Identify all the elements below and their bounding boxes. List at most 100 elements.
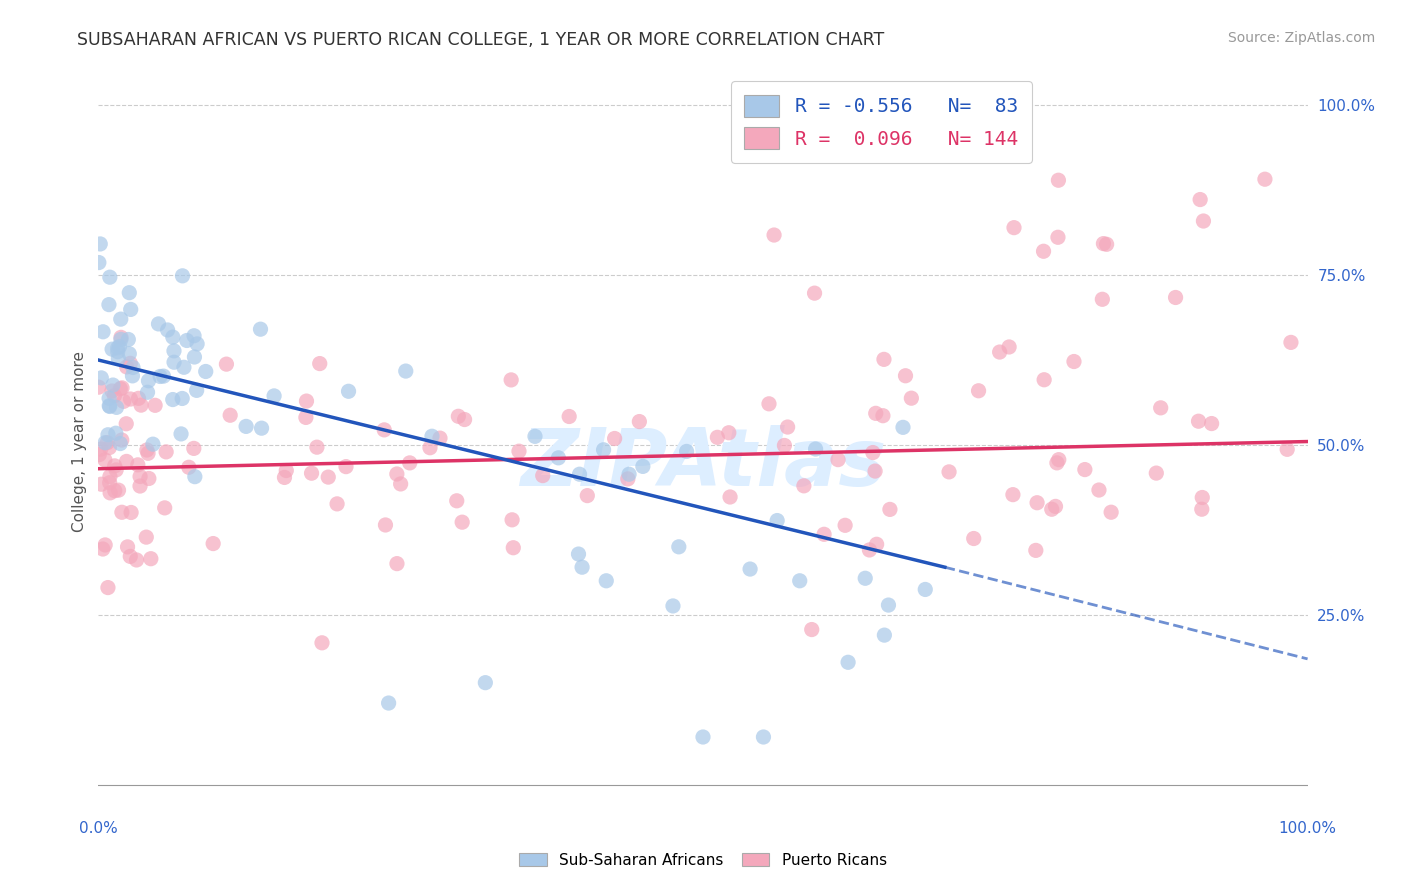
- Point: [117, 540, 139, 554]
- Point: [94, 435, 117, 450]
- Point: [121, 368, 143, 383]
- Point: [862, 445, 884, 459]
- Point: [173, 360, 195, 375]
- Point: [558, 409, 581, 424]
- Point: [717, 425, 740, 440]
- Point: [1026, 496, 1049, 510]
- Point: [858, 543, 880, 558]
- Point: [766, 514, 789, 528]
- Point: [763, 227, 786, 242]
- Point: [120, 356, 142, 370]
- Point: [1045, 500, 1067, 514]
- Point: [877, 598, 900, 612]
- Point: [115, 454, 138, 468]
- Point: [104, 483, 127, 498]
- Point: [1254, 172, 1277, 186]
- Point: [311, 636, 333, 650]
- Point: [967, 384, 990, 398]
- Point: [194, 364, 217, 378]
- Point: [90, 477, 112, 491]
- Point: [115, 417, 138, 431]
- Point: [446, 493, 468, 508]
- Point: [103, 389, 125, 403]
- Point: [419, 441, 441, 455]
- Point: [120, 549, 142, 564]
- Point: [568, 467, 591, 482]
- Point: [117, 333, 139, 347]
- Point: [872, 409, 894, 423]
- Point: [184, 469, 207, 483]
- Point: [675, 444, 697, 458]
- Point: [326, 497, 349, 511]
- Point: [118, 347, 141, 361]
- Point: [98, 469, 121, 483]
- Point: [163, 343, 186, 358]
- Point: [662, 599, 685, 613]
- Point: [891, 420, 914, 434]
- Point: [1091, 293, 1114, 307]
- Point: [107, 341, 129, 355]
- Point: [706, 430, 728, 444]
- Point: [447, 409, 470, 424]
- Point: [295, 410, 318, 425]
- Point: [508, 444, 530, 458]
- Point: [894, 368, 917, 383]
- Point: [804, 442, 827, 456]
- Point: [373, 423, 395, 437]
- Point: [547, 450, 569, 465]
- Point: [429, 431, 451, 445]
- Point: [129, 479, 152, 493]
- Point: [125, 553, 148, 567]
- Point: [94, 453, 117, 467]
- Point: [90, 442, 112, 457]
- Point: [873, 628, 896, 642]
- Point: [501, 513, 523, 527]
- Point: [1088, 483, 1111, 497]
- Point: [89, 448, 111, 462]
- Point: [789, 574, 811, 588]
- Legend: Sub-Saharan Africans, Puerto Ricans: Sub-Saharan Africans, Puerto Ricans: [512, 845, 894, 875]
- Point: [186, 337, 208, 351]
- Point: [104, 426, 127, 441]
- Point: [398, 456, 420, 470]
- Point: [865, 406, 887, 420]
- Point: [1187, 414, 1209, 428]
- Point: [531, 468, 554, 483]
- Point: [96, 435, 118, 450]
- Point: [101, 384, 124, 398]
- Point: [692, 730, 714, 744]
- Point: [524, 429, 547, 443]
- Point: [90, 371, 112, 385]
- Point: [89, 236, 111, 251]
- Point: [1191, 491, 1213, 505]
- Point: [1144, 466, 1167, 480]
- Point: [301, 466, 323, 480]
- Point: [177, 460, 200, 475]
- Point: [107, 483, 129, 497]
- Point: [873, 352, 896, 367]
- Point: [110, 332, 132, 346]
- Point: [110, 436, 132, 450]
- Point: [1201, 417, 1223, 431]
- Point: [1279, 335, 1302, 350]
- Point: [152, 369, 174, 384]
- Point: [305, 440, 328, 454]
- Point: [576, 489, 599, 503]
- Point: [395, 364, 418, 378]
- Point: [1047, 452, 1070, 467]
- Point: [900, 391, 922, 405]
- Point: [183, 350, 205, 364]
- Point: [110, 382, 132, 396]
- Point: [617, 467, 640, 482]
- Point: [135, 442, 157, 457]
- Point: [115, 359, 138, 374]
- Point: [111, 505, 134, 519]
- Point: [127, 458, 149, 472]
- Point: [136, 385, 159, 400]
- Point: [308, 357, 330, 371]
- Point: [453, 412, 475, 426]
- Point: [865, 537, 887, 551]
- Point: [91, 541, 114, 556]
- Point: [111, 381, 134, 395]
- Point: [97, 427, 120, 442]
